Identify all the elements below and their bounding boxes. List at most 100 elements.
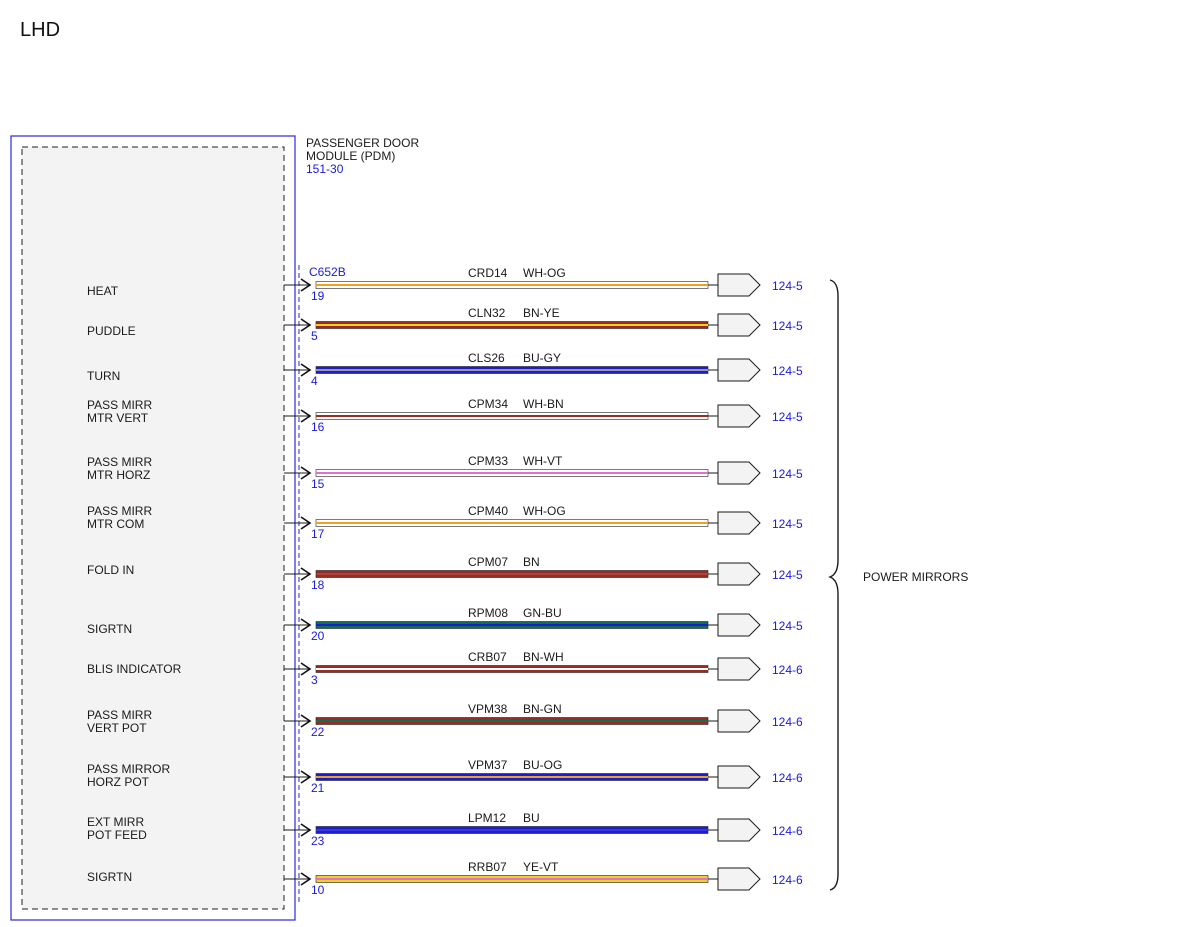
page-ref-connector-icon (717, 511, 761, 535)
wire-color-code: BU-GY (523, 351, 561, 365)
page-ref-connector-icon (717, 867, 761, 891)
circuit-number: CPM40 (468, 504, 508, 518)
signal-label: MTR COM (87, 517, 144, 531)
circuit-row: HEAT 19 CRD14 WH-OG 124-5 (87, 266, 803, 303)
wire-color-code: BN-WH (523, 650, 564, 664)
circuit-number: CPM33 (468, 454, 508, 468)
circuit-number: CRB07 (468, 650, 507, 664)
wire-color-code: WH-VT (523, 454, 563, 468)
signal-label: PASS MIRR (87, 398, 152, 412)
signal-label: PASS MIRR (87, 455, 152, 469)
pin-number: 23 (311, 834, 325, 848)
pin-number: 16 (311, 420, 325, 434)
signal-label: SIGRTN (87, 870, 132, 884)
page-reference-link[interactable]: 124-5 (772, 517, 803, 531)
pin-arrow-icon (300, 714, 312, 728)
wire-color-code: BN (523, 555, 540, 569)
page-ref-connector-icon (717, 613, 761, 637)
page-reference-link[interactable]: 124-6 (772, 873, 803, 887)
signal-label: HORZ POT (87, 775, 150, 789)
signal-label: PASS MIRR (87, 708, 152, 722)
wire-color-code: GN-BU (523, 606, 562, 620)
page-reference-link[interactable]: 124-6 (772, 824, 803, 838)
wire-color-code: BU-OG (523, 758, 562, 772)
wire-stripe (316, 284, 708, 286)
circuit-row: TURN 4 CLS26 BU-GY 124-5 (87, 351, 803, 388)
pin-arrow-icon (300, 409, 312, 423)
pin-arrow-icon (300, 662, 312, 676)
page-reference-link[interactable]: 124-5 (772, 568, 803, 582)
page-reference-link[interactable]: 124-6 (772, 771, 803, 785)
pin-arrow-icon (300, 363, 312, 377)
circuit-row: SIGRTN 10 RRB07 YE-VT 124-6 (87, 860, 803, 897)
page-ref-connector-icon (717, 657, 761, 681)
wire-color-code: WH-OG (523, 266, 566, 280)
page-ref-connector-icon (717, 313, 761, 337)
circuit-number: CLS26 (468, 351, 505, 365)
circuit-number: CRD14 (468, 266, 508, 280)
page-reference-link[interactable]: 124-5 (772, 319, 803, 333)
pin-number: 20 (311, 629, 325, 643)
page-reference-link[interactable]: 124-5 (772, 410, 803, 424)
page-reference-link[interactable]: 124-6 (772, 663, 803, 677)
pin-arrow-icon (300, 872, 312, 886)
pin-number: 17 (311, 527, 325, 541)
signal-label: PASS MIRROR (87, 762, 170, 776)
page-reference-link[interactable]: 124-5 (772, 364, 803, 378)
page-reference-link[interactable]: 124-5 (772, 467, 803, 481)
circuit-row: PUDDLE 5 CLN32 BN-YE 124-5 (87, 306, 803, 343)
signal-label: HEAT (87, 284, 119, 298)
circuit-number: LPM12 (468, 811, 506, 825)
wire-color-code: BN-GN (523, 702, 562, 716)
wire-color-code: YE-VT (523, 860, 559, 874)
pin-arrow-icon (300, 278, 312, 292)
wire-stripe (316, 415, 708, 417)
circuit-number: RPM08 (468, 606, 508, 620)
pin-arrow-icon (300, 770, 312, 784)
signal-label: EXT MIRR (87, 815, 144, 829)
pin-number: 3 (311, 673, 318, 687)
wire-stripe (316, 624, 708, 626)
page-ref-connector-icon (717, 273, 761, 297)
signal-label: BLIS INDICATOR (87, 662, 182, 676)
module-inner (21, 146, 285, 910)
circuit-number: VPM38 (468, 702, 508, 716)
page-ref-connector-icon (717, 562, 761, 586)
circuit-row: BLIS INDICATOR 3 CRB07 BN-WH 124-6 (87, 650, 803, 687)
circuit-number: VPM37 (468, 758, 508, 772)
pin-number: 18 (311, 578, 325, 592)
wire-stripe (316, 522, 708, 524)
page-title: LHD (20, 19, 60, 41)
page-reference-link[interactable]: 124-5 (772, 279, 803, 293)
circuit-number: CPM07 (468, 555, 508, 569)
signal-label: POT FEED (87, 828, 147, 842)
signal-label: MTR HORZ (87, 468, 150, 482)
page-ref-connector-icon (717, 461, 761, 485)
wire-stripe (316, 369, 708, 371)
signal-label: PUDDLE (87, 324, 136, 338)
wire-color-code: WH-OG (523, 504, 566, 518)
circuit-row: FOLD IN 18 CPM07 BN 124-5 (87, 555, 803, 592)
pin-number: 21 (311, 781, 325, 795)
circuit-row: SIGRTN 20 RPM08 GN-BU 124-5 (87, 606, 803, 643)
wire-color-code: BU (523, 811, 540, 825)
wire-stripe (316, 324, 708, 326)
wire-stripe (316, 878, 708, 880)
pin-arrow-icon (300, 516, 312, 530)
circuit-rows: HEAT 19 CRD14 WH-OG 124-5 PUDDLE 5 CLN32 BN-YE 12… (87, 266, 803, 897)
pin-arrow-icon (300, 318, 312, 332)
pin-number: 5 (311, 329, 318, 343)
page-reference-link[interactable]: 124-6 (772, 715, 803, 729)
wire-stripe (316, 668, 708, 670)
group-label: POWER MIRRORS (863, 570, 968, 584)
module-name-line-2: MODULE (PDM) (306, 149, 395, 163)
page-reference-link[interactable]: 124-5 (772, 619, 803, 633)
module-name-line-1: PASSENGER DOOR (306, 136, 419, 150)
module-ref: 151-30 (306, 162, 344, 176)
signal-label: SIGRTN (87, 622, 132, 636)
signal-label: FOLD IN (87, 563, 134, 577)
